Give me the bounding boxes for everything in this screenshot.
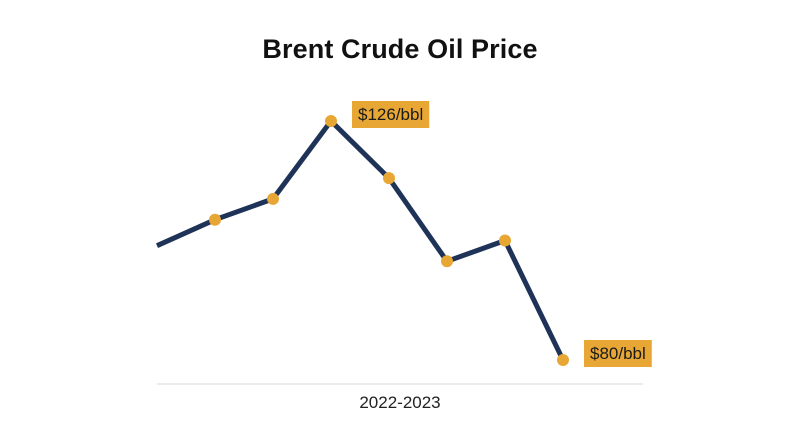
data-label-callout: $80/bbl [584,340,652,367]
data-label-background [584,340,652,367]
chart-title: Brent Crude Oil Price [262,34,538,64]
series-line [155,117,566,362]
data-label-background [352,101,430,128]
data-point-marker [267,192,279,205]
data-point-marker [325,115,337,127]
data-label-callout: $126/bbl [352,101,430,128]
x-axis-label: 2022-2023 [359,393,441,412]
data-point-marker [557,354,569,366]
data-point-marker [499,234,511,247]
data-point-marker [383,172,395,185]
data-label: $126/bbl [358,105,423,124]
data-point-marker [209,213,221,226]
data-label: $80/bbl [590,344,646,363]
data-point-marker [441,255,453,268]
